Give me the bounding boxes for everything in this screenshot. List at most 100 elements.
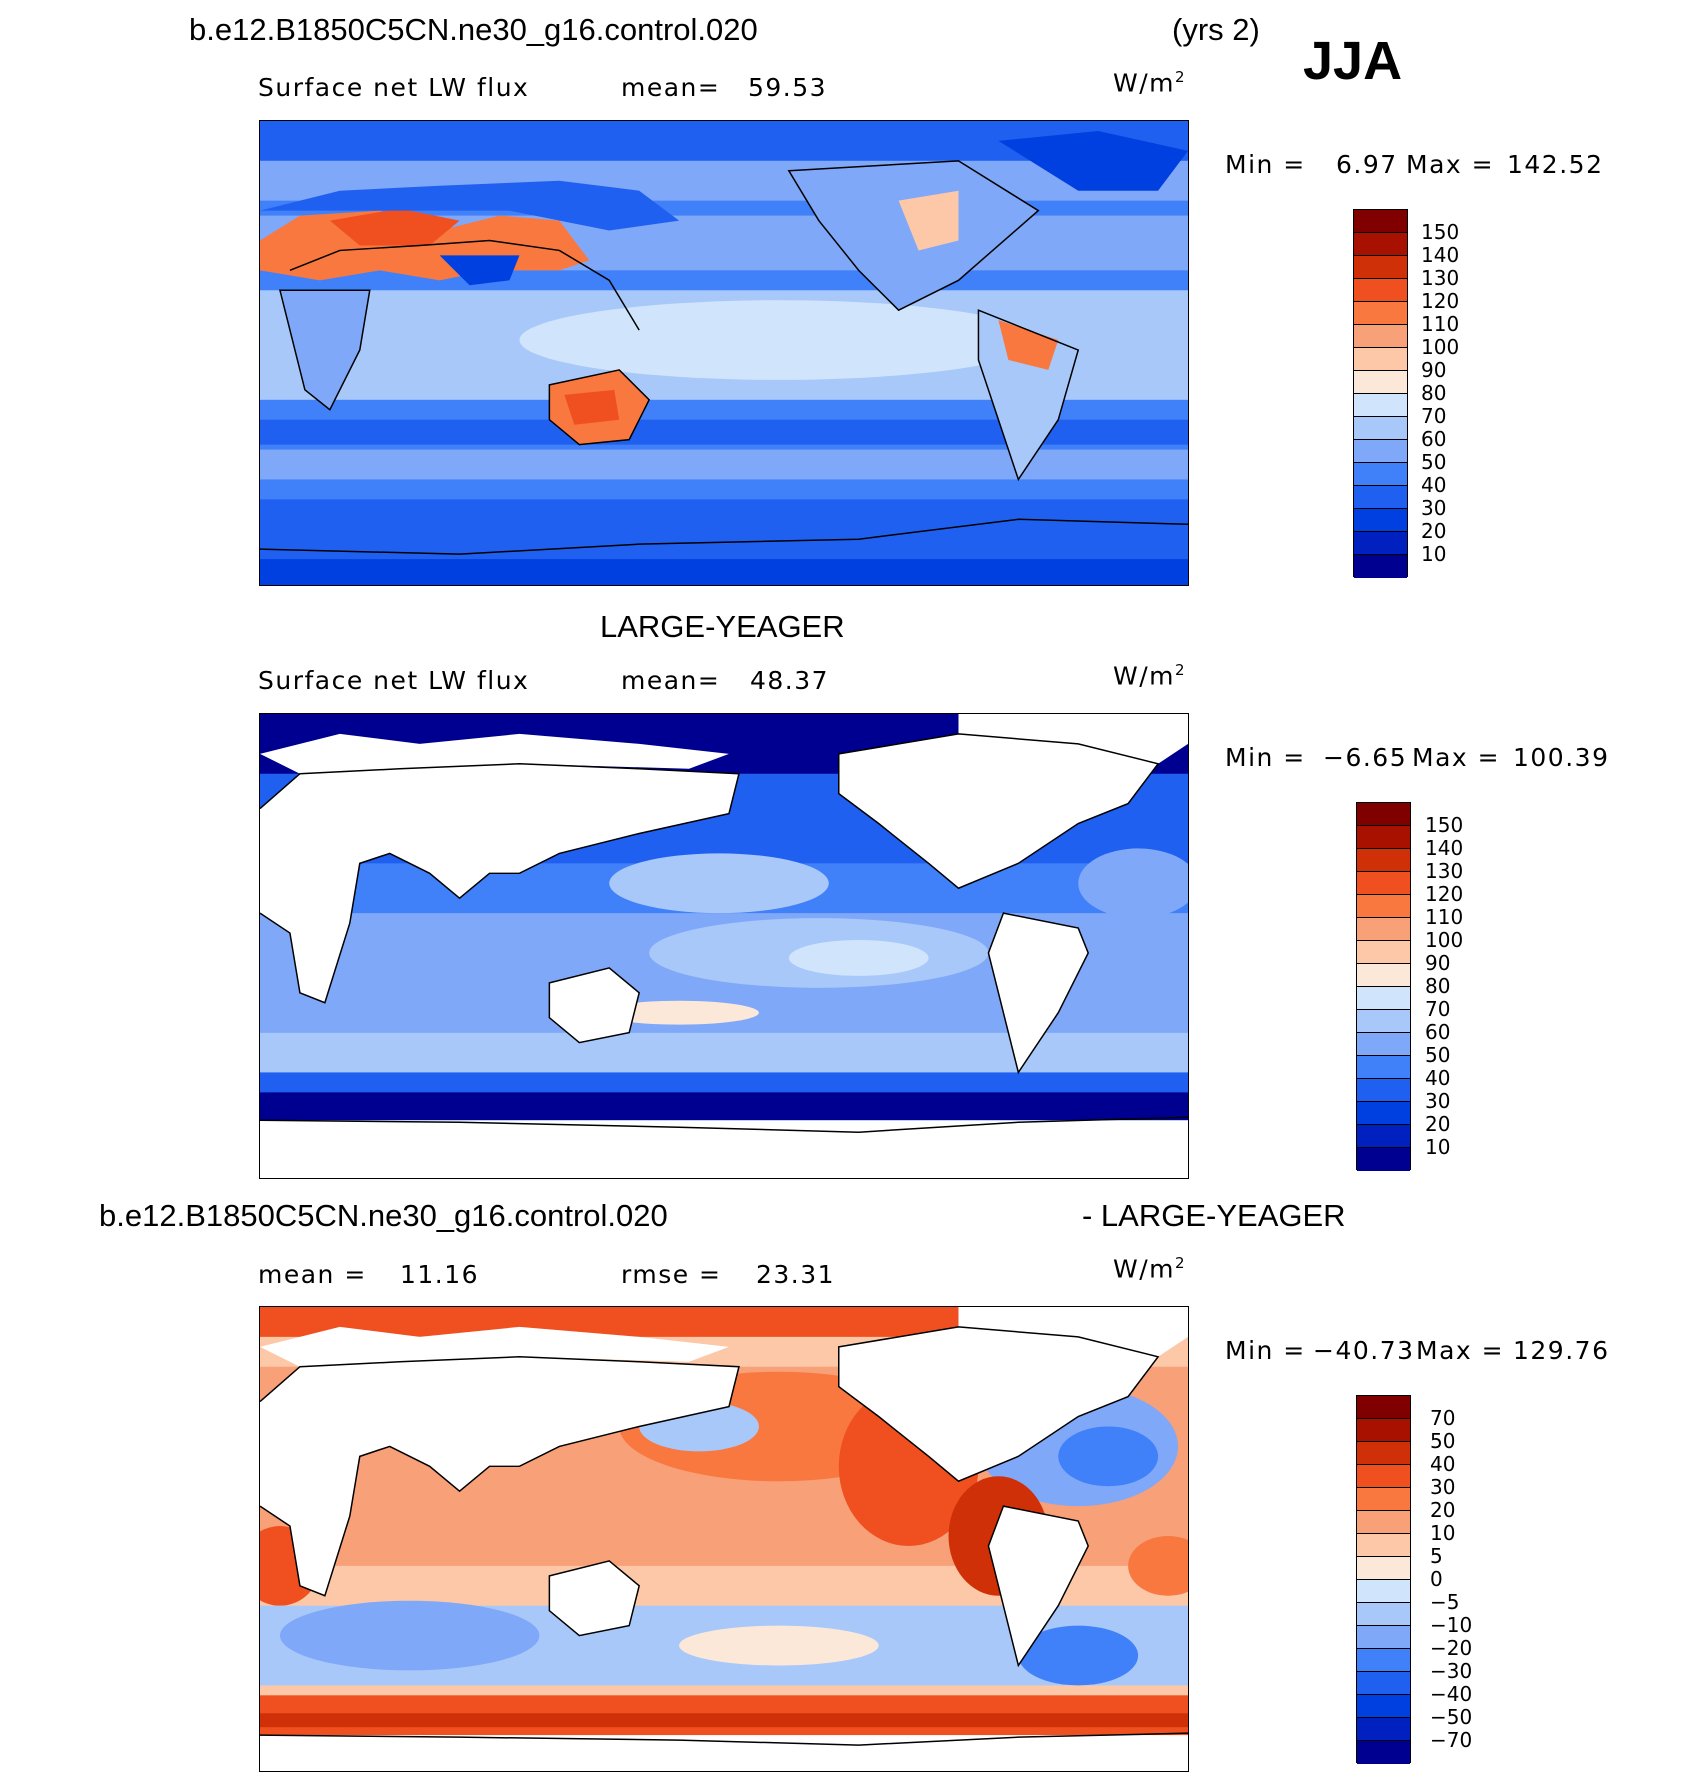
colorbar-tick-label: −40 bbox=[1430, 1682, 1473, 1706]
colorbar-segment bbox=[1357, 964, 1410, 987]
diff-title-right: - LARGE-YEAGER bbox=[1082, 1198, 1346, 1233]
colorbar-segment bbox=[1357, 1580, 1410, 1603]
max-label: Max = bbox=[1406, 150, 1495, 179]
colorbar-tick-label: 100 bbox=[1425, 928, 1464, 952]
colorbar-tick-label: 70 bbox=[1430, 1406, 1456, 1430]
colorbar-segment bbox=[1354, 279, 1407, 302]
colorbar-segment bbox=[1354, 532, 1407, 555]
mean-value: 11.16 bbox=[400, 1260, 480, 1289]
colorbar-segment bbox=[1357, 1557, 1410, 1580]
season-label: JJA bbox=[1303, 31, 1403, 91]
colorbar-tick-label: −30 bbox=[1430, 1659, 1473, 1683]
colorbar-tick-label: 40 bbox=[1421, 473, 1447, 497]
colorbar-tick-label: 60 bbox=[1425, 1020, 1451, 1044]
colorbar-model bbox=[1353, 209, 1408, 578]
colorbar-segment bbox=[1357, 987, 1410, 1010]
colorbar-segment bbox=[1357, 1419, 1410, 1442]
min-label: Min = bbox=[1225, 743, 1306, 772]
mean-value: 59.53 bbox=[748, 73, 828, 102]
min-label: Min = bbox=[1225, 150, 1306, 179]
colorbar-obs bbox=[1356, 802, 1411, 1171]
colorbar-segment bbox=[1357, 1672, 1410, 1695]
colorbar-tick-label: 120 bbox=[1421, 289, 1460, 313]
colorbar-segment bbox=[1357, 1148, 1410, 1171]
colorbar-segment bbox=[1357, 1396, 1410, 1419]
colorbar-tick-label: 30 bbox=[1425, 1089, 1451, 1113]
colorbar-tick-label: 80 bbox=[1421, 381, 1447, 405]
colorbar-segment bbox=[1357, 941, 1410, 964]
map-model bbox=[259, 120, 1189, 586]
colorbar-tick-label: 130 bbox=[1425, 859, 1464, 883]
colorbar-segment bbox=[1357, 1626, 1410, 1649]
colorbar-difference bbox=[1356, 1395, 1411, 1764]
colorbar-tick-label: 70 bbox=[1421, 404, 1447, 428]
map-obs bbox=[259, 713, 1189, 1179]
colorbar-segment bbox=[1357, 1603, 1410, 1626]
map-obs-canvas bbox=[260, 714, 1188, 1178]
colorbar-tick-label: −50 bbox=[1430, 1705, 1473, 1729]
colorbar-segment bbox=[1357, 1718, 1410, 1741]
colorbar-tick-label: 30 bbox=[1430, 1475, 1456, 1499]
colorbar-segment bbox=[1354, 440, 1407, 463]
years-label: (yrs 2) bbox=[1172, 12, 1260, 47]
map-model-canvas bbox=[260, 121, 1188, 585]
rmse-value: 23.31 bbox=[756, 1260, 836, 1289]
colorbar-segment bbox=[1357, 1125, 1410, 1148]
colorbar-tick-label: 30 bbox=[1421, 496, 1447, 520]
map-difference bbox=[259, 1306, 1189, 1772]
colorbar-tick-label: 20 bbox=[1430, 1498, 1456, 1522]
colorbar-tick-label: 5 bbox=[1430, 1544, 1443, 1568]
colorbar-tick-label: −20 bbox=[1430, 1636, 1473, 1660]
map-difference-canvas bbox=[260, 1307, 1188, 1771]
colorbar-tick-label: 50 bbox=[1421, 450, 1447, 474]
colorbar-tick-label: 40 bbox=[1425, 1066, 1451, 1090]
min-value: 6.97 bbox=[1336, 150, 1398, 179]
colorbar-tick-label: 50 bbox=[1430, 1429, 1456, 1453]
colorbar-segment bbox=[1357, 1010, 1410, 1033]
colorbar-segment bbox=[1354, 256, 1407, 279]
colorbar-tick-label: 10 bbox=[1421, 542, 1447, 566]
colorbar-segment bbox=[1354, 302, 1407, 325]
colorbar-tick-label: 0 bbox=[1430, 1567, 1443, 1591]
field-label: Surface net LW flux bbox=[258, 73, 530, 102]
units-label: W/m2 bbox=[1113, 1254, 1186, 1283]
units-exponent: 2 bbox=[1175, 1254, 1187, 1272]
colorbar-tick-label: 90 bbox=[1421, 358, 1447, 382]
colorbar-tick-label: −70 bbox=[1430, 1728, 1473, 1752]
units-label: W/m2 bbox=[1113, 661, 1186, 690]
colorbar-tick-label: 10 bbox=[1430, 1521, 1456, 1545]
colorbar-segment bbox=[1357, 1102, 1410, 1125]
rmse-label: rmse = bbox=[621, 1260, 722, 1289]
colorbar-tick-label: 40 bbox=[1430, 1452, 1456, 1476]
colorbar-segment bbox=[1357, 1442, 1410, 1465]
colorbar-segment bbox=[1357, 918, 1410, 941]
colorbar-segment bbox=[1354, 394, 1407, 417]
max-value: 100.39 bbox=[1513, 743, 1610, 772]
diff-title-left: b.e12.B1850C5CN.ne30_g16.control.020 bbox=[99, 1198, 668, 1233]
colorbar-segment bbox=[1357, 849, 1410, 872]
units-text: W/m bbox=[1113, 68, 1175, 98]
mean-label: mean= bbox=[621, 73, 721, 102]
colorbar-tick-label: 50 bbox=[1425, 1043, 1451, 1067]
colorbar-segment bbox=[1354, 463, 1407, 486]
colorbar-tick-label: 140 bbox=[1421, 243, 1460, 267]
field-label: Surface net LW flux bbox=[258, 666, 530, 695]
colorbar-tick-label: 90 bbox=[1425, 951, 1451, 975]
colorbar-segment bbox=[1357, 1056, 1410, 1079]
colorbar-segment bbox=[1354, 210, 1407, 233]
colorbar-tick-label: 150 bbox=[1425, 813, 1464, 837]
min-value: −6.65 bbox=[1323, 743, 1408, 772]
colorbar-segment bbox=[1357, 1741, 1410, 1764]
max-label: Max = bbox=[1416, 1336, 1505, 1365]
max-value: 142.52 bbox=[1507, 150, 1604, 179]
colorbar-tick-label: 60 bbox=[1421, 427, 1447, 451]
colorbar-tick-label: 140 bbox=[1425, 836, 1464, 860]
colorbar-segment bbox=[1357, 1465, 1410, 1488]
units-exponent: 2 bbox=[1175, 68, 1187, 86]
colorbar-tick-label: −10 bbox=[1430, 1613, 1473, 1637]
max-label: Max = bbox=[1412, 743, 1501, 772]
colorbar-segment bbox=[1354, 371, 1407, 394]
colorbar-segment bbox=[1357, 895, 1410, 918]
colorbar-tick-label: 150 bbox=[1421, 220, 1460, 244]
colorbar-tick-label: 70 bbox=[1425, 997, 1451, 1021]
